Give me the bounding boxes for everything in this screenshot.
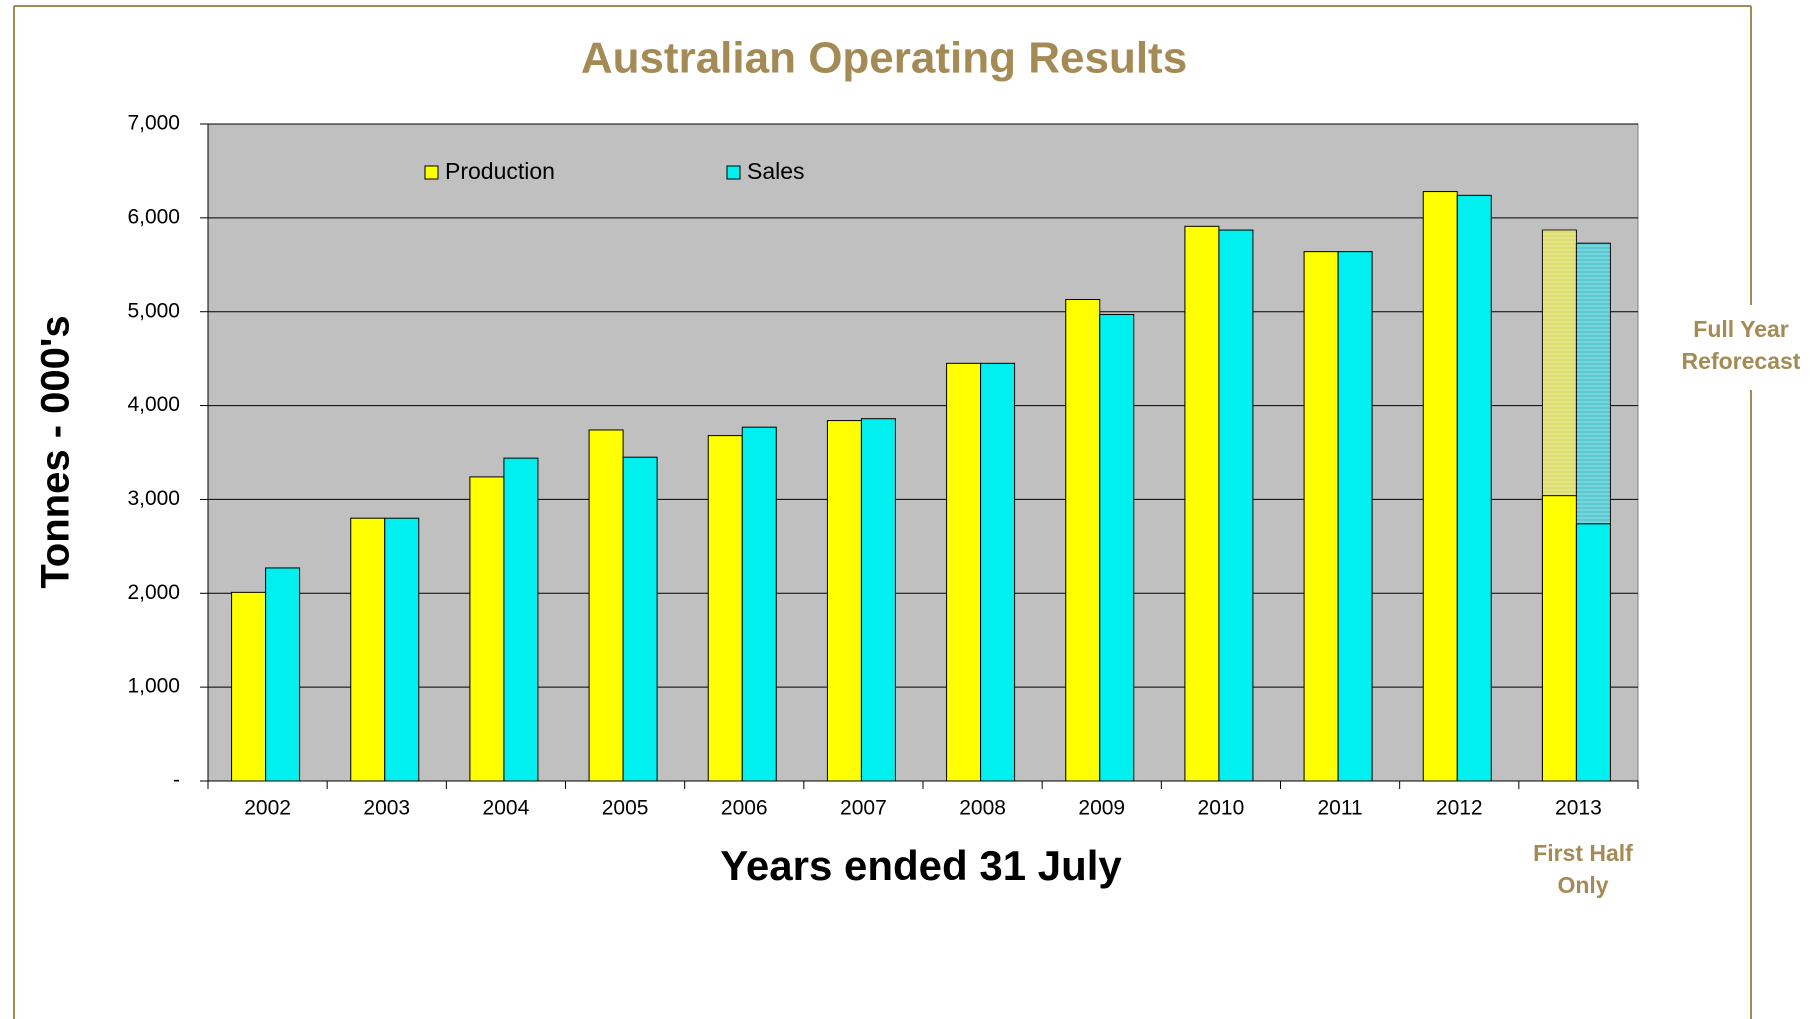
y-tick-label: 1,000 xyxy=(127,675,180,698)
y-tick-label: 3,000 xyxy=(127,487,180,510)
x-tick-label: 2007 xyxy=(840,797,887,820)
bar xyxy=(1541,495,1577,782)
annotation: First Half Only xyxy=(1533,840,1633,898)
bar xyxy=(707,435,743,782)
bar xyxy=(384,517,420,782)
bar xyxy=(503,457,539,782)
x-tick-label: 2006 xyxy=(721,797,768,820)
legend-label: Sales xyxy=(747,158,805,184)
y-axis-label: Tonnes - 000's xyxy=(34,315,78,588)
x-tick-label: 2003 xyxy=(363,797,410,820)
bar xyxy=(826,420,862,782)
x-tick-label: 2010 xyxy=(1198,797,1245,820)
legend-swatch xyxy=(726,165,741,180)
bar xyxy=(1456,194,1492,782)
bar xyxy=(622,456,658,782)
plot-area xyxy=(207,123,1639,782)
bar xyxy=(1184,225,1220,782)
bar xyxy=(1218,229,1254,782)
bar xyxy=(860,418,896,782)
bar xyxy=(1575,523,1611,782)
x-tick-label: 2011 xyxy=(1317,797,1362,820)
bar xyxy=(1065,299,1101,782)
x-axis-label: Years ended 31 July xyxy=(720,842,1122,889)
x-tick-label: 2012 xyxy=(1436,797,1483,820)
y-tick-label: 2,000 xyxy=(127,581,180,604)
bar xyxy=(1422,191,1458,782)
bar xyxy=(350,517,386,782)
bar xyxy=(1099,314,1135,782)
chart-title: Australian Operating Results xyxy=(581,34,1187,83)
x-tick-label: 2009 xyxy=(1078,797,1125,820)
x-tick-label: 2002 xyxy=(244,797,291,820)
y-tick-label: 5,000 xyxy=(127,299,180,322)
x-tick-label: 2008 xyxy=(959,797,1006,820)
bar xyxy=(1337,251,1373,782)
bar xyxy=(588,429,624,782)
bar xyxy=(231,591,267,782)
x-tick-label: 2013 xyxy=(1555,797,1602,820)
bar xyxy=(265,567,301,782)
bar xyxy=(946,362,982,782)
bar xyxy=(741,426,777,782)
y-tick-label: - xyxy=(173,769,180,792)
y-tick-label: 6,000 xyxy=(127,205,180,228)
legend-swatch xyxy=(424,165,439,180)
x-tick-label: 2004 xyxy=(483,797,530,820)
x-tick-label: 2005 xyxy=(602,797,649,820)
legend-label: Production xyxy=(445,158,555,184)
bar xyxy=(980,362,1016,782)
bar xyxy=(1303,251,1339,782)
annotation: Full Year Reforecast xyxy=(1681,316,1801,374)
bar xyxy=(469,476,505,782)
y-tick-label: 7,000 xyxy=(127,112,180,135)
y-tick-label: 4,000 xyxy=(127,393,180,416)
